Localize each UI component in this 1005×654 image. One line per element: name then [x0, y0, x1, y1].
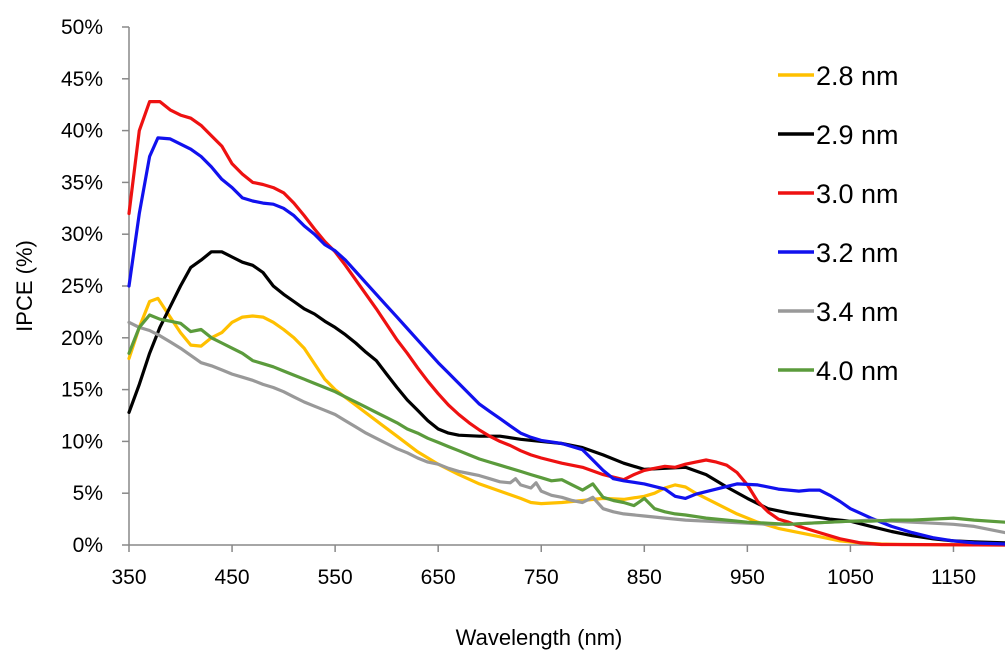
- y-tick-label: 5%: [73, 482, 103, 505]
- y-tick-label: 50%: [61, 16, 103, 39]
- series-line-2-8-nm: [127, 296, 1005, 547]
- x-tick-label: 1050: [827, 566, 874, 589]
- y-tick-label: 25%: [61, 275, 103, 298]
- x-tick-group: 350 450 550 650 750 850 950 1050 1150: [111, 545, 976, 589]
- axes: [128, 27, 1005, 546]
- x-tick-label: 650: [421, 566, 456, 589]
- legend-label: 2.9 nm: [816, 120, 899, 150]
- y-tick-label: 20%: [61, 327, 103, 350]
- x-tick-label: 1150: [931, 566, 976, 589]
- series-line-3-2-nm: [127, 136, 1005, 546]
- x-axis-title: Wavelength (nm): [456, 625, 623, 650]
- y-tick-label: 0%: [73, 534, 103, 557]
- x-tick-label: 550: [318, 566, 353, 589]
- x-tick-label: 350: [111, 566, 146, 589]
- legend-label: 4.0 nm: [816, 356, 899, 386]
- y-axis-title: IPCE (%): [12, 240, 37, 332]
- legend: 2.8 nm 2.9 nm 3.0 nm 3.2 nm 3.4 nm 4.0 nm: [778, 61, 899, 386]
- series-line-2-9-nm: [127, 250, 1005, 545]
- x-tick-label: 850: [627, 566, 662, 589]
- y-tick-label: 40%: [61, 120, 103, 143]
- y-tick-label: 30%: [61, 223, 103, 246]
- y-tick-label: 45%: [61, 68, 103, 91]
- y-tick-label: 35%: [61, 171, 103, 194]
- legend-label: 3.0 nm: [816, 179, 899, 209]
- series-line-4-0-nm: [127, 313, 1005, 526]
- y-tick-group: 0% 5% 10% 15% 20% 25% 30% 35% 40% 45% 50%: [61, 16, 129, 557]
- x-tick-label: 950: [730, 566, 765, 589]
- x-tick-label: 750: [524, 566, 559, 589]
- legend-label: 2.8 nm: [816, 61, 899, 91]
- legend-label: 3.4 nm: [816, 297, 899, 327]
- x-tick-label: 450: [215, 566, 250, 589]
- legend-label: 3.2 nm: [816, 238, 899, 268]
- y-tick-label: 10%: [61, 430, 103, 453]
- series-group: [127, 100, 1005, 547]
- y-tick-label: 15%: [61, 379, 103, 402]
- series-line-3-0-nm: [127, 100, 1005, 547]
